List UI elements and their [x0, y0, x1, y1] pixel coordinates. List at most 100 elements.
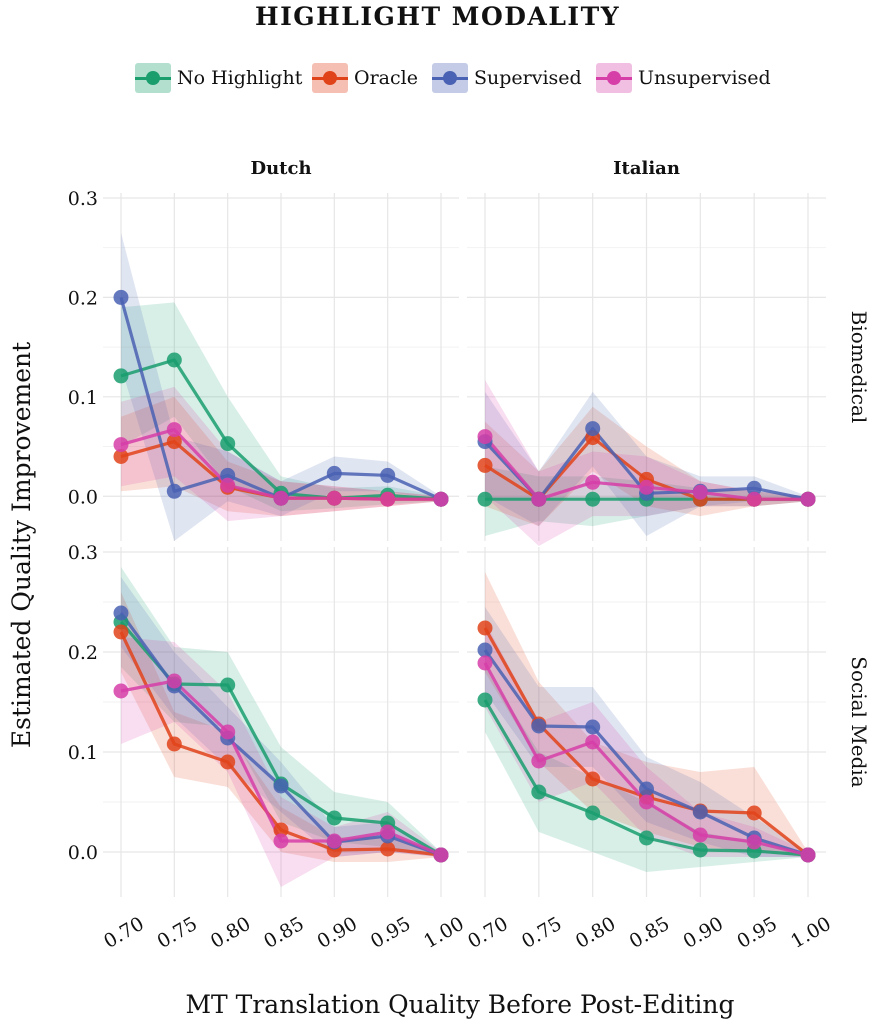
panel-dutch-biomedical [103, 193, 459, 542]
x-tick-label: 0.95 [367, 913, 415, 953]
x-tick-label: 0.80 [207, 913, 255, 953]
y-tick-label: 0.0 [68, 842, 98, 864]
ci-band-oracle [121, 396, 441, 517]
legend-item-unsupervised: Unsupervised [596, 58, 771, 98]
data-point-supervised [166, 483, 182, 499]
data-point-supervised [273, 778, 289, 794]
data-point-unsupervised [380, 491, 396, 507]
legend-item-supervised: Supervised [432, 58, 582, 98]
data-point-unsupervised [220, 477, 236, 493]
data-point-oracle [166, 736, 182, 752]
data-point-supervised [531, 718, 547, 734]
data-point-unsupervised [433, 491, 449, 507]
x-tick-label: 0.75 [518, 913, 566, 953]
facet-label-biomedical: Biomedical [847, 311, 871, 424]
data-point-supervised [639, 781, 654, 797]
data-point-supervised [113, 289, 129, 305]
data-point-oracle [380, 841, 396, 857]
data-point-supervised [585, 421, 601, 437]
data-point-no-highlight [220, 436, 236, 452]
data-point-supervised [477, 642, 493, 658]
data-point-unsupervised [113, 437, 129, 453]
ci-band-unsupervised [485, 622, 808, 857]
y-axis-title: Estimated Quality Improvement [7, 342, 36, 748]
x-tick-label: 0.75 [154, 913, 202, 953]
data-point-unsupervised [273, 490, 289, 506]
data-point-oracle [113, 449, 129, 464]
facet-label-dutch: Dutch [250, 158, 311, 179]
x-tick-label: 0.70 [464, 913, 512, 953]
legend-key-no-highlight [135, 63, 171, 93]
legend-label-supervised: Supervised [474, 67, 582, 89]
data-point-unsupervised [113, 683, 129, 699]
y-tick-label: 0.0 [68, 486, 98, 508]
ci-band-oracle [121, 592, 441, 862]
data-point-unsupervised [531, 753, 547, 769]
panel-italian-biomedical [467, 193, 826, 546]
x-tick-label: 0.90 [680, 913, 728, 953]
facet-label-social-media: Social Media [847, 656, 871, 788]
x-tick-label: 0.95 [733, 913, 781, 953]
data-point-oracle [585, 771, 601, 787]
facet-label-italian: Italian [613, 158, 680, 179]
ci-band-unsupervised [485, 379, 808, 546]
ci-band-no-highlight [485, 667, 808, 872]
y-tick-label: 0.3 [68, 188, 98, 210]
data-point-unsupervised [585, 734, 601, 750]
y-tick-label: 0.3 [68, 542, 98, 564]
ci-band-unsupervised [121, 386, 441, 522]
x-tick-label: 0.85 [626, 913, 674, 953]
x-axis-title: MT Translation Quality Before Post-Editi… [185, 990, 734, 1019]
y-tick-label: 0.2 [68, 287, 98, 309]
y-tick-label: 0.1 [68, 387, 98, 409]
data-point-oracle [477, 620, 493, 636]
data-point-no-highlight [585, 491, 601, 507]
x-tick-label: 0.90 [314, 913, 362, 953]
panel-dutch-social-media [103, 547, 459, 897]
data-point-unsupervised [639, 794, 654, 810]
data-point-supervised [585, 719, 601, 735]
data-point-oracle [113, 624, 129, 640]
legend-key-unsupervised [596, 63, 632, 93]
y-tick-label: 0.1 [68, 742, 98, 764]
ci-band-no-highlight [121, 302, 441, 512]
x-tick-label: 0.85 [260, 913, 308, 953]
data-point-unsupervised [166, 422, 182, 438]
data-point-oracle [166, 434, 182, 450]
legend-item-no-highlight: No Highlight [135, 58, 302, 98]
data-point-unsupervised [746, 491, 762, 507]
legend-title: HIGHLIGHT MODALITY [254, 2, 621, 31]
data-point-no-highlight [477, 692, 493, 708]
data-point-unsupervised [220, 724, 236, 740]
data-point-unsupervised [531, 491, 547, 507]
data-point-unsupervised [746, 834, 762, 850]
x-tick-label: 1.00 [420, 913, 468, 953]
data-point-no-highlight [326, 810, 342, 826]
data-point-supervised [746, 480, 762, 496]
data-point-unsupervised [692, 827, 708, 843]
data-point-oracle [273, 822, 289, 838]
legend-label-oracle: Oracle [354, 67, 418, 89]
data-point-no-highlight [220, 677, 236, 693]
panel-italian-social-media [467, 547, 826, 897]
legend-key-supervised [432, 63, 468, 93]
data-point-unsupervised [380, 824, 396, 840]
x-tick-label: 0.80 [572, 913, 620, 953]
data-point-oracle [746, 805, 762, 821]
data-point-unsupervised [326, 833, 342, 849]
data-point-unsupervised [166, 673, 182, 689]
ci-band-supervised [121, 577, 441, 857]
data-point-oracle [477, 457, 493, 473]
data-point-unsupervised [477, 655, 493, 671]
data-point-no-highlight [639, 830, 654, 846]
data-point-unsupervised [800, 847, 816, 863]
legend-item-oracle: Oracle [312, 58, 418, 98]
legend-key-oracle [312, 63, 348, 93]
legend: No Highlight Oracle Supervised Unsupervi… [0, 58, 875, 98]
data-point-unsupervised [273, 833, 289, 849]
data-point-unsupervised [477, 429, 493, 445]
data-point-unsupervised [800, 491, 816, 507]
data-point-oracle [220, 754, 236, 770]
